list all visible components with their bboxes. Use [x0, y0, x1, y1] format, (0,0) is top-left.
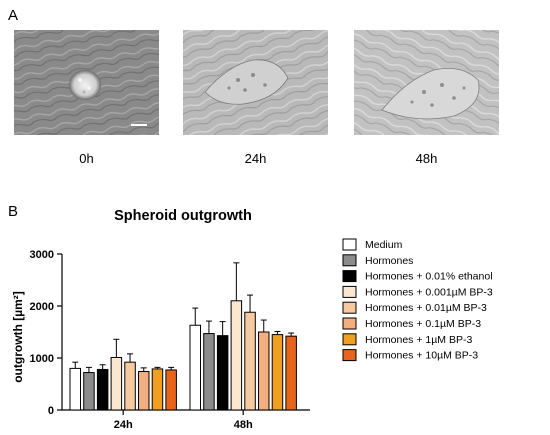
y-axis-label: outgrowth [µm²] [11, 291, 25, 383]
legend-label-6: Hormones + 0.1µM BP-3 [365, 318, 481, 330]
bar-48h-3 [216, 335, 229, 411]
panel-b-letter: B [8, 203, 19, 220]
plot-area: 0 1000 2000 3000 24h 48h [30, 249, 310, 431]
legend-label-8: Hormones + 10µM BP-3 [365, 350, 478, 362]
legend-label-4: Hormones + 0.001µM BP-3 [365, 286, 493, 298]
chart-title: Spheroid outgrowth [114, 208, 252, 224]
bar-48h-7 [271, 334, 284, 411]
legend-label-3: Hormones + 0.01% ethanol [365, 271, 493, 283]
legend-swatch-6 [342, 317, 357, 330]
micrograph-48h [354, 30, 499, 135]
y-tick-label: 0 [48, 405, 54, 417]
legend-label-5: Hormones + 0.01µM BP-3 [365, 302, 487, 314]
x-tick-label-48h: 48h [234, 419, 253, 431]
bar-24h-1 [69, 367, 81, 411]
legend-swatch-1 [342, 238, 357, 251]
legend-swatch-3 [342, 270, 357, 283]
legend: Medium Hormones Hormones + 0.01% ethanol Ho… [342, 238, 493, 362]
bar-48h-8 [285, 335, 297, 411]
x-tick-label-24h: 24h [114, 419, 133, 431]
outgrowth-bar-chart: Spheroid outgrowth outgrowth [µm²] 0 1000… [11, 208, 493, 431]
legend-swatch-8 [342, 349, 357, 362]
bar-24h-8 [165, 369, 177, 411]
y-tick-label: 1000 [30, 353, 54, 365]
bar-48h-2 [203, 333, 215, 411]
bar-48h-4 [230, 300, 243, 411]
bar-24h-5 [124, 361, 136, 411]
micrograph-0h [14, 30, 159, 135]
bar-24h-7 [151, 368, 164, 411]
legend-swatch-7 [342, 333, 357, 346]
bar-24h-3 [96, 368, 109, 411]
bar-48h-1 [189, 324, 201, 411]
legend-swatch-4 [342, 285, 357, 298]
time-label-48h: 48h [415, 151, 438, 166]
legend-label-7: Hormones + 1µM BP-3 [365, 334, 472, 346]
y-tick-label: 3000 [30, 249, 54, 261]
time-label-0h: 0h [79, 151, 94, 166]
bar-48h-5 [244, 311, 256, 411]
y-tick-label: 2000 [30, 301, 54, 313]
legend-label-1: Medium [365, 239, 403, 251]
panel-a-letter: A [8, 7, 19, 24]
bar-48h-6 [258, 331, 270, 411]
micrograph-24h [183, 30, 328, 135]
bar-24h-6 [138, 371, 150, 411]
bar-24h-2 [83, 372, 95, 411]
bar-24h-4 [110, 356, 123, 411]
legend-label-2: Hormones [365, 255, 413, 267]
legend-swatch-5 [342, 301, 357, 314]
legend-swatch-2 [342, 254, 357, 267]
time-label-24h: 24h [244, 151, 267, 166]
